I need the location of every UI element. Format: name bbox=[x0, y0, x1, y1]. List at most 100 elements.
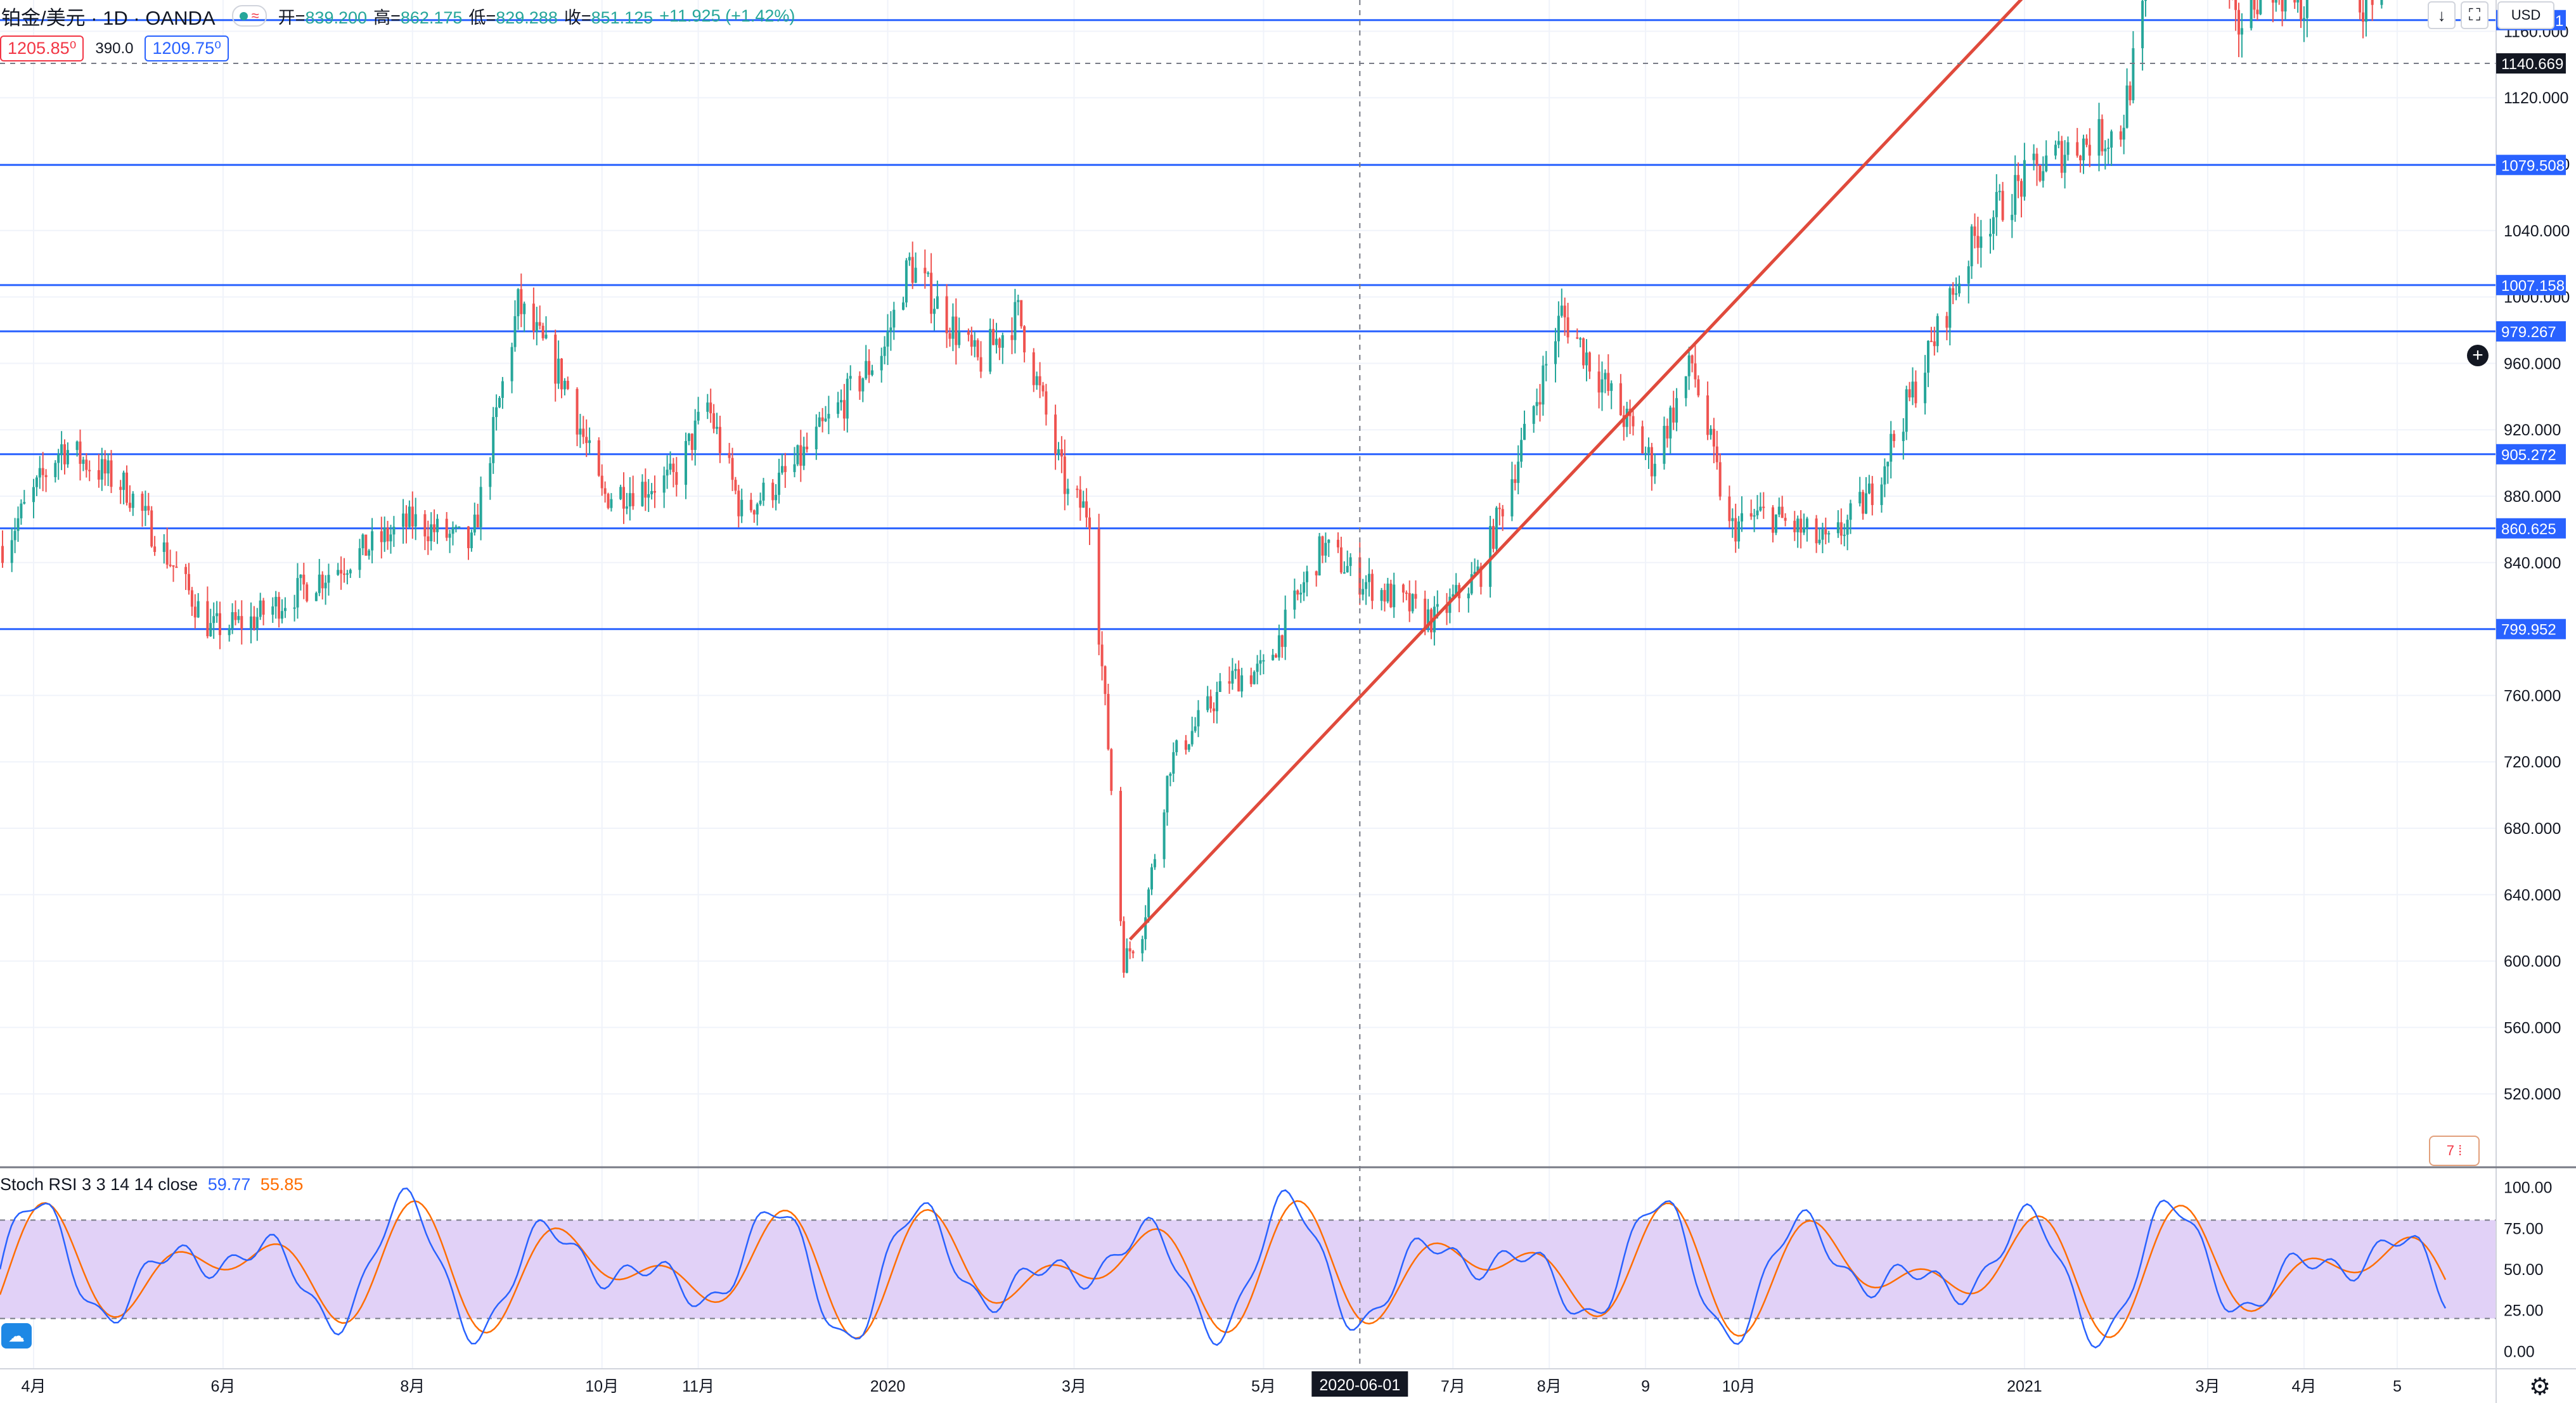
crosshair-add-icon[interactable]: + bbox=[2467, 345, 2489, 366]
candle-body bbox=[1967, 266, 1970, 284]
sell-button[interactable]: 1205.85⁰ bbox=[0, 35, 84, 61]
candle-body bbox=[1973, 226, 1976, 236]
tradingview-logo-icon[interactable]: ☁ bbox=[1, 1323, 32, 1349]
gear-icon[interactable]: ⚙ bbox=[2529, 1374, 2551, 1400]
candle-body bbox=[66, 450, 69, 464]
price-tick-label: 840.000 bbox=[2504, 554, 2561, 572]
candle-body bbox=[2293, 0, 2296, 3]
event-flag-icon[interactable]: 7 ⁞ bbox=[2429, 1136, 2480, 1166]
candle-body bbox=[1694, 363, 1697, 380]
candle-body bbox=[1306, 571, 1308, 582]
candle-body bbox=[1231, 670, 1234, 684]
candle-body bbox=[1041, 385, 1045, 392]
candle-body bbox=[1389, 583, 1393, 608]
crosshair bbox=[0, 0, 2496, 1369]
candle-body bbox=[498, 397, 501, 407]
candle-body bbox=[892, 309, 896, 328]
candle-body bbox=[827, 414, 830, 419]
fullscreen-icon[interactable]: ⛶ bbox=[2461, 1, 2489, 29]
candle-body bbox=[2088, 144, 2091, 156]
time-tick-label: 11月 bbox=[682, 1378, 714, 1395]
candle-body bbox=[44, 475, 48, 477]
candle-body bbox=[576, 388, 579, 435]
candle-body bbox=[709, 402, 712, 414]
candle-body bbox=[1927, 340, 1929, 373]
candle-body bbox=[1119, 791, 1122, 921]
candle-body bbox=[237, 616, 240, 620]
candle-body bbox=[2141, 1, 2144, 49]
candle-body bbox=[752, 510, 756, 515]
candle-body bbox=[535, 322, 538, 331]
candle-body bbox=[1955, 293, 1958, 295]
candle-body bbox=[979, 357, 982, 372]
candle-body bbox=[1383, 590, 1386, 602]
candle-body bbox=[1190, 731, 1194, 745]
candle-body bbox=[321, 574, 324, 589]
stoch-rsi-legend[interactable]: Stoch RSI 3 3 14 14 close 59.77 55.85 bbox=[0, 1175, 303, 1195]
price-tick-label: 520.000 bbox=[2504, 1086, 2561, 1103]
candle-body bbox=[1576, 337, 1579, 339]
candle-body bbox=[169, 565, 172, 567]
level-label: 905.272 bbox=[2501, 447, 2556, 464]
candle-body bbox=[1622, 415, 1625, 427]
candle-body bbox=[1929, 340, 1933, 342]
candle-body bbox=[1836, 522, 1839, 534]
candle-body bbox=[1218, 681, 1221, 692]
currency-button[interactable]: USD bbox=[2497, 1, 2554, 29]
indicator-toggle[interactable]: ≈ bbox=[231, 5, 267, 27]
candle-body bbox=[380, 531, 383, 542]
price-tick-label: 960.000 bbox=[2504, 355, 2561, 373]
stoch-tick-label: 0.00 bbox=[2504, 1343, 2535, 1361]
candle-body bbox=[1150, 867, 1153, 890]
time-tick-label: 4月 bbox=[2291, 1378, 2316, 1395]
candle-body bbox=[672, 463, 675, 472]
candle-body bbox=[1905, 389, 1908, 432]
candle-body bbox=[2240, 28, 2243, 35]
candle-body bbox=[619, 487, 622, 499]
candle-body bbox=[716, 426, 718, 429]
stoch-k-line bbox=[0, 1187, 2447, 1349]
candle-body bbox=[796, 445, 799, 464]
candle-body bbox=[492, 417, 495, 463]
candle-body bbox=[759, 500, 762, 504]
candle-body bbox=[1436, 604, 1439, 607]
candle-body bbox=[1839, 522, 1843, 536]
candle-body bbox=[1734, 518, 1737, 542]
candle-body bbox=[1579, 338, 1582, 340]
candle-body bbox=[1473, 572, 1476, 575]
candle-body bbox=[20, 503, 23, 518]
candle-body bbox=[1299, 593, 1303, 595]
candle-body bbox=[1712, 428, 1715, 447]
price-tick-label: 680.000 bbox=[2504, 820, 2561, 838]
candle-body bbox=[513, 316, 517, 347]
candle-body bbox=[35, 477, 38, 487]
candle-body bbox=[1669, 407, 1672, 439]
candle-body bbox=[1893, 433, 1896, 442]
candle-body bbox=[1, 546, 4, 563]
down-arrow-icon[interactable]: ↓ bbox=[2428, 1, 2456, 29]
candle-body bbox=[1131, 951, 1135, 954]
crosshair-price-bg bbox=[2496, 53, 2566, 74]
candle-body bbox=[1184, 740, 1187, 750]
candle-body bbox=[1756, 510, 1759, 516]
stoch-tick-label: 25.00 bbox=[2504, 1302, 2544, 1320]
ohlc-high: 高=862.175 bbox=[373, 8, 463, 27]
candle-body bbox=[252, 616, 255, 629]
candle-body bbox=[2259, 0, 2262, 15]
time-tick-label: 5 bbox=[2393, 1378, 2402, 1395]
candle-body bbox=[933, 309, 936, 314]
candle-body bbox=[2042, 171, 2045, 181]
candle-body bbox=[538, 322, 541, 326]
buy-button[interactable]: 1209.75⁰ bbox=[145, 35, 229, 61]
candle-body bbox=[1715, 446, 1718, 463]
candle-body bbox=[1815, 518, 1818, 544]
time-tick-label: 4月 bbox=[22, 1378, 46, 1395]
candle-body bbox=[1122, 921, 1125, 973]
candle-body bbox=[749, 499, 752, 511]
price-tick-label: 560.000 bbox=[2504, 1019, 2561, 1037]
candle-body bbox=[1339, 547, 1343, 573]
symbol-title[interactable]: 铂金/美元 · 1D · OANDA bbox=[1, 6, 216, 29]
candle-body bbox=[1563, 305, 1566, 317]
